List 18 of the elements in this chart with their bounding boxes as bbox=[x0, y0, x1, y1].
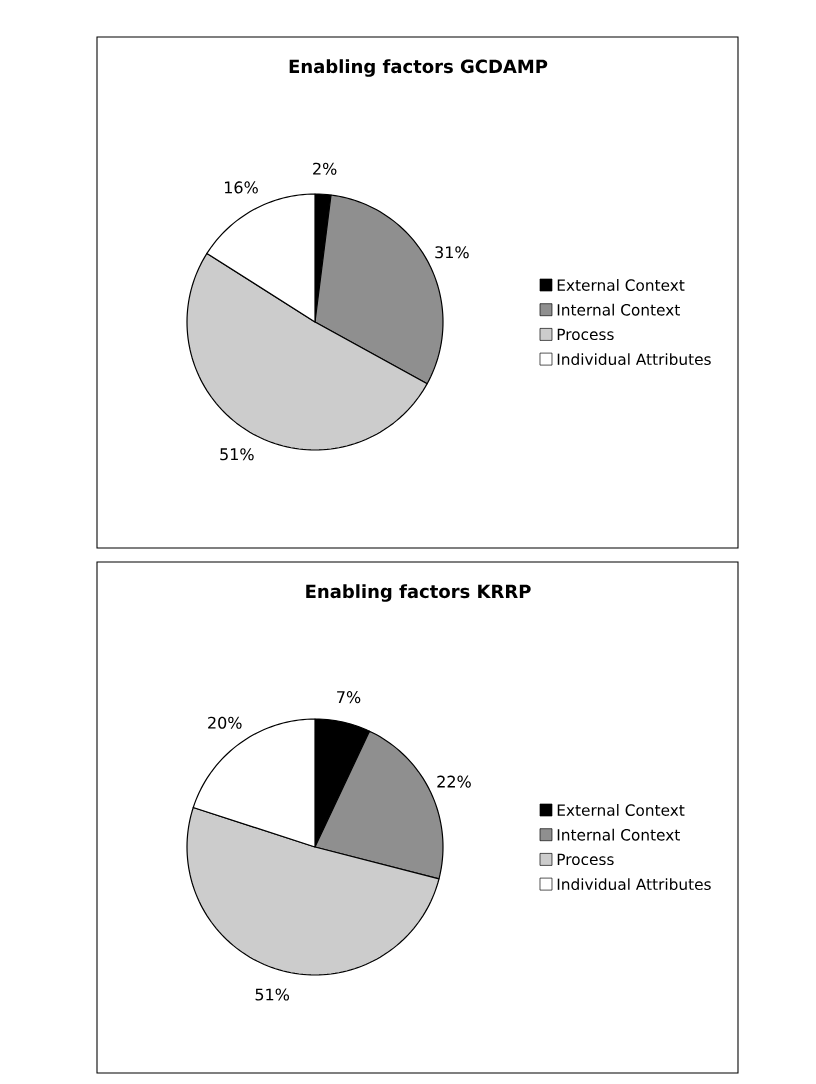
legend-label: Internal Context bbox=[557, 828, 680, 841]
legend-label: Process bbox=[557, 328, 614, 341]
data-label: 7% bbox=[337, 691, 361, 704]
data-label: 51% bbox=[220, 448, 254, 461]
data-label: 2% bbox=[313, 162, 337, 175]
data-label: 51% bbox=[255, 988, 290, 1001]
data-label: 16% bbox=[224, 181, 258, 194]
legend-label: Individual Attributes bbox=[557, 878, 711, 891]
legend-label: Process bbox=[557, 853, 614, 866]
data-label: 22% bbox=[437, 775, 471, 788]
data-label: 31% bbox=[435, 246, 469, 259]
legend-label: Internal Context bbox=[557, 303, 680, 316]
data-label: 20% bbox=[208, 716, 242, 729]
legend-label: External Context bbox=[557, 279, 685, 291]
legend-label: Individual Attributes bbox=[557, 353, 711, 366]
chart-title: Enabling factors GCDAMP bbox=[289, 59, 548, 77]
legend-label: External Context bbox=[557, 804, 685, 816]
chart-title: Enabling factors KRRP bbox=[306, 584, 531, 602]
